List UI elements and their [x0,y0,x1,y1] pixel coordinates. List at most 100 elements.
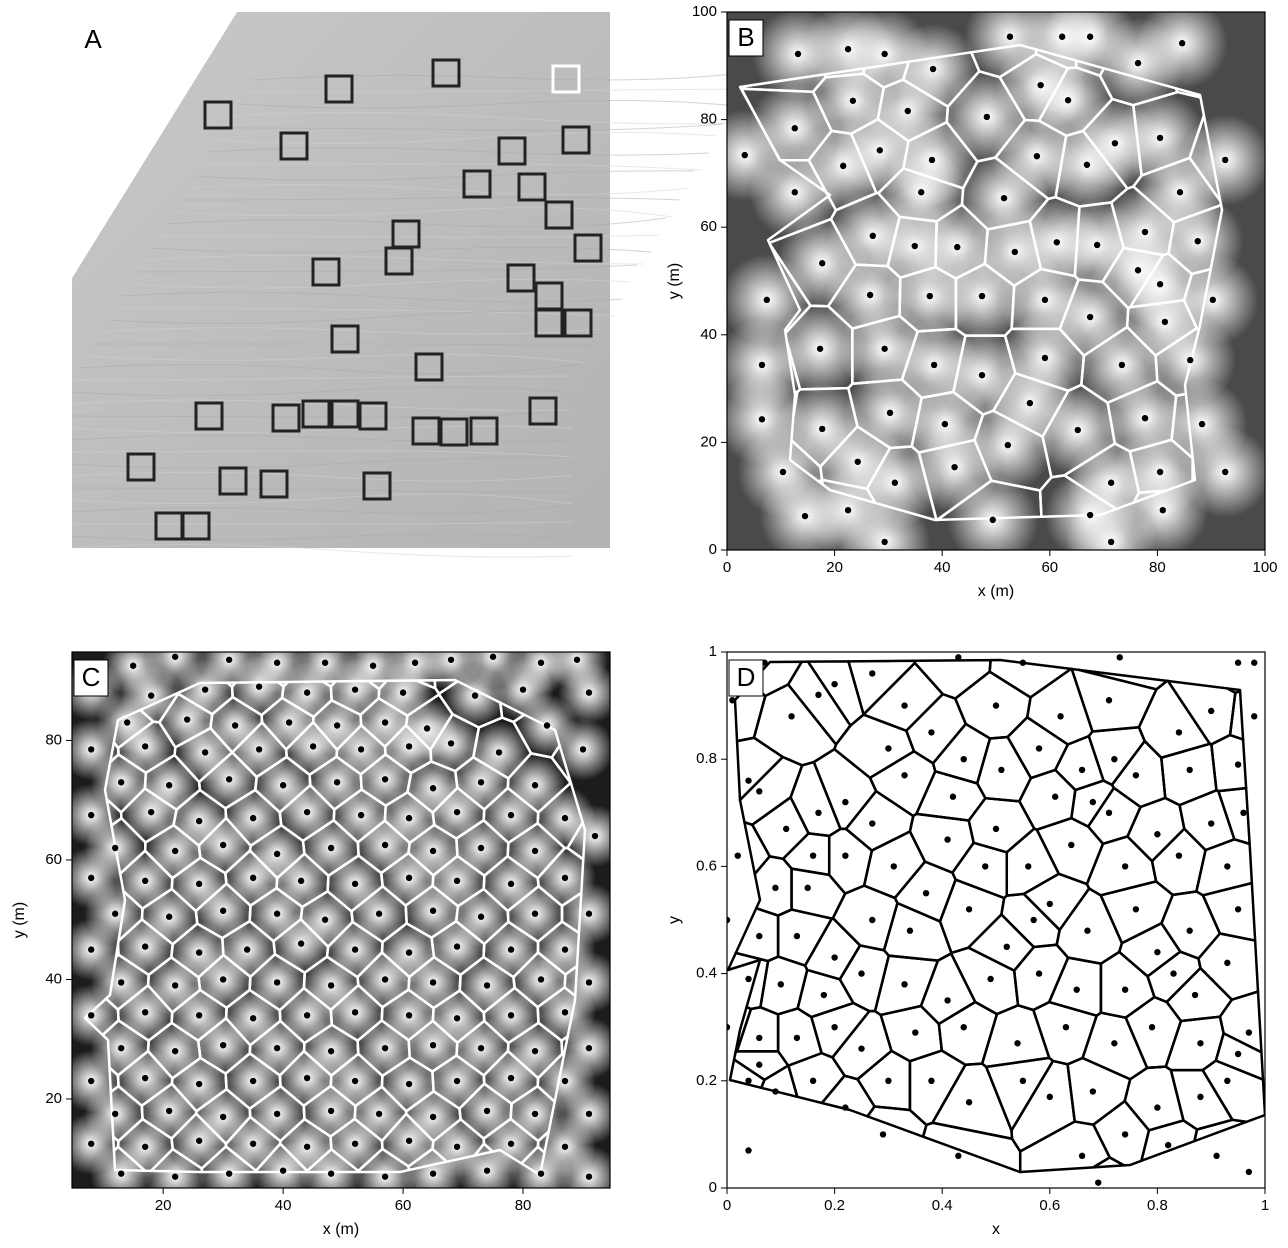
x-tick-label: 80 [515,1197,532,1214]
point [358,812,364,818]
y-tick-label: 80 [700,111,717,128]
point [756,933,762,939]
y-axis-label: y (m) [666,263,683,299]
point [855,459,861,465]
point [1186,928,1192,934]
point [1036,970,1042,976]
point [815,692,821,698]
point [819,260,825,266]
point [1025,863,1031,869]
point [1084,928,1090,934]
point [1005,442,1011,448]
point [478,914,484,920]
point [1007,34,1013,40]
point [184,716,190,722]
point [166,914,172,920]
point [756,1062,762,1068]
point [382,842,388,848]
point [118,1045,124,1051]
point [352,946,358,952]
point [1224,960,1230,966]
point [304,1144,310,1150]
point [562,1144,568,1150]
panel: A [72,12,752,557]
point [942,421,948,427]
point [869,670,875,676]
point [130,663,136,669]
point [148,692,154,698]
x-tick-label: 0.2 [824,1197,845,1214]
y-tick-label: 100 [692,3,717,20]
point [1170,970,1176,976]
point [1240,810,1246,816]
point [376,911,382,917]
point [358,746,364,752]
point [382,976,388,982]
point [1079,1153,1085,1159]
point [1186,767,1192,773]
point [1030,917,1036,923]
point [454,1078,460,1084]
x-tick-label: 0.6 [1039,1197,1060,1214]
point [1192,992,1198,998]
point [788,713,794,719]
point [1087,314,1093,320]
point [406,875,412,881]
point [118,979,124,985]
x-tick-label: 0.4 [932,1197,953,1214]
point [538,976,544,982]
point [274,1111,280,1117]
point [1224,1078,1230,1084]
point [1133,906,1139,912]
point [1059,34,1065,40]
point [831,681,837,687]
point [927,293,933,299]
point [406,815,412,821]
point [831,1024,837,1030]
panel: 2040608020406080x (m)y (m)C [11,626,626,1238]
point [586,979,592,985]
point [1074,986,1080,992]
point [112,911,118,917]
point [370,663,376,669]
point [172,654,178,660]
point [142,743,148,749]
x-tick-label: 20 [826,559,843,576]
point [858,970,864,976]
point [328,1170,334,1176]
point [250,1141,256,1147]
point [842,1104,848,1110]
point [352,1009,358,1015]
plot-area [699,0,1271,588]
point [842,799,848,805]
point [382,719,388,725]
point [1111,1040,1117,1046]
point [166,1108,172,1114]
point [172,1173,178,1179]
point [955,1153,961,1159]
point [352,686,358,692]
point [905,108,911,114]
point [232,722,238,728]
point [1135,267,1141,273]
point [993,702,999,708]
point [220,1042,226,1048]
point [250,815,256,821]
point [756,788,762,794]
point [256,746,262,752]
figure: A020406080100020406080100x (m)y (m)B2040… [0,0,1288,1248]
point [870,233,876,239]
point [304,689,310,695]
point [430,1170,436,1176]
point [532,1048,538,1054]
point [1054,239,1060,245]
point [1020,660,1026,666]
point [1036,745,1042,751]
point [1157,469,1163,475]
point [792,189,798,195]
point [484,1108,490,1114]
y-tick-label: 0.4 [696,965,717,982]
point [1122,986,1128,992]
point [538,1170,544,1176]
point [88,875,94,881]
